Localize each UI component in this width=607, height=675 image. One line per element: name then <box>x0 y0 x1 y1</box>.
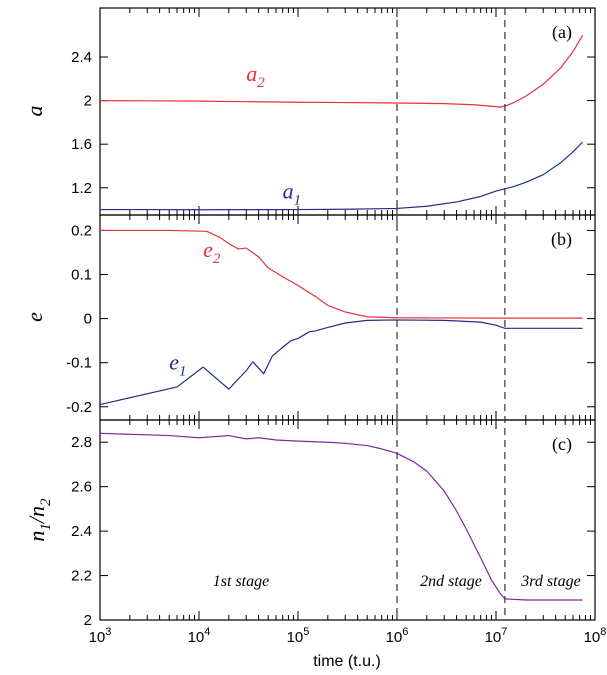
series-line-e2 <box>100 229 583 319</box>
y-tick-label: 1.2 <box>71 180 92 197</box>
panel-b-frame <box>99 214 596 421</box>
x-tick-exponent: 4 <box>204 626 210 638</box>
x-tick-base: 10 <box>485 629 502 646</box>
panel-c-ylabel-slash: /n <box>24 506 49 525</box>
series-line-a1 <box>100 141 584 211</box>
x-tick-base: 10 <box>89 629 106 646</box>
series-label-main: e <box>169 349 179 374</box>
stage-label-1: 1st stage <box>213 573 269 590</box>
panel-c-ylabel-sub1: 1 <box>38 523 54 531</box>
x-tick-base: 10 <box>386 629 403 646</box>
stage-label-3: 3rd stage <box>520 573 580 590</box>
series-label-e1: e1 <box>169 349 186 379</box>
y-tick-label: 2 <box>84 612 92 629</box>
x-tick-label: 106 <box>386 626 409 646</box>
x-tick-label: 104 <box>188 626 211 646</box>
x-tick-label: 105 <box>287 626 310 646</box>
panel-b-ylabel: e <box>22 312 47 322</box>
x-tick-base: 10 <box>188 629 205 646</box>
series-label-sub: 1 <box>179 363 187 379</box>
panel-c-ylabel-sub2: 2 <box>38 498 54 506</box>
series-line-a2 <box>99 34 584 108</box>
series-label-a2: a2 <box>246 61 265 91</box>
y-tick-label: 2.4 <box>71 523 92 540</box>
x-tick-labels: 103 104 105 106 107 108 <box>89 626 607 646</box>
panel-c-ylabel-n1: n <box>24 531 49 542</box>
series-label-sub: 1 <box>294 193 302 209</box>
x-tick-label: 108 <box>584 626 607 646</box>
series-label-e2: e2 <box>203 237 221 267</box>
series-label-main: a <box>246 61 257 86</box>
panel-b-tag: (b) <box>551 229 572 250</box>
stage-label-2: 2nd stage <box>420 573 482 590</box>
y-tick-label: -0.1 <box>66 355 92 372</box>
panel-a-tag: (a) <box>552 22 572 43</box>
series-label-main: e <box>203 237 213 262</box>
x-tick-exponent: 5 <box>303 626 309 638</box>
y-tick-label: 2.4 <box>71 49 92 66</box>
y-tick-label: 2.2 <box>71 568 92 585</box>
y-tick-label: 2.6 <box>71 479 92 496</box>
series-line-n1-n2 <box>99 432 583 601</box>
series-label-sub: 2 <box>213 251 221 267</box>
panel-c: (c) n1/n2 22.22.42.62.8 103 104 105 106 107 1… <box>24 419 607 670</box>
panel-c-tag: (c) <box>552 434 572 455</box>
panel-b-ticks: -0.2 -0.1 0 0.1 0.2 <box>66 215 595 420</box>
y-tick-label: 0.2 <box>71 222 92 239</box>
panel-a-ticks: 1.2 1.6 2 2.4 <box>71 8 595 215</box>
stage-dividers <box>396 8 506 620</box>
y-tick-label: 2.8 <box>71 434 92 451</box>
x-tick-exponent: 7 <box>501 626 507 638</box>
y-tick-label: 0 <box>84 311 92 328</box>
panel-c-series <box>99 432 583 601</box>
panel-c-ylabel: n1/n2 <box>24 498 54 542</box>
x-tick-exponent: 6 <box>402 626 408 638</box>
y-tick-label: -0.2 <box>66 399 92 416</box>
x-tick-exponent: 8 <box>600 626 606 638</box>
y-tick-label: 1.6 <box>71 136 92 153</box>
x-tick-base: 10 <box>287 629 304 646</box>
y-tick-label: 2 <box>84 93 92 110</box>
x-tick-label: 103 <box>89 626 112 646</box>
series-label-a1: a1 <box>283 179 302 209</box>
x-tick-base: 10 <box>584 629 601 646</box>
panel-a-ylabel: a <box>22 106 47 117</box>
y-tick-label: 0.1 <box>71 267 92 284</box>
x-axis-label: time (t.u.) <box>313 653 381 670</box>
series-line-e1 <box>99 319 583 406</box>
x-tick-label: 107 <box>485 626 508 646</box>
series-label-main: a <box>283 179 294 204</box>
series-label-sub: 2 <box>257 75 265 91</box>
panel-c-ticks: 2 2.2 2.4 2.6 2.8 <box>71 420 595 629</box>
x-tick-exponent: 3 <box>105 626 111 638</box>
panel-c-frame <box>99 419 596 621</box>
